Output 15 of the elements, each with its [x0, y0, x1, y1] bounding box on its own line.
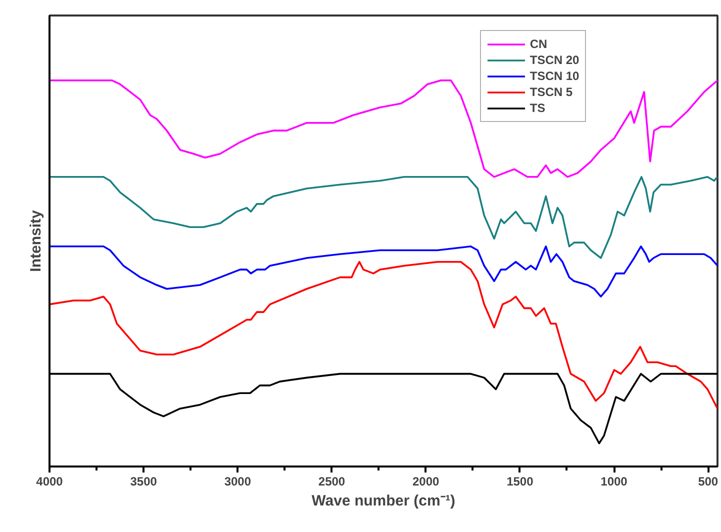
x-tick-label: 1500: [506, 474, 534, 488]
x-tick-label: 500: [698, 474, 718, 488]
legend-label: TS: [530, 101, 546, 115]
x-tick-label: 3000: [224, 474, 252, 488]
legend-label: CN: [530, 37, 548, 51]
x-tick-label: 4000: [36, 474, 64, 488]
x-tick-label: 1000: [600, 474, 628, 488]
x-tick-label: 2500: [318, 474, 346, 488]
x-tick-label: 2000: [412, 474, 440, 488]
y-axis-title: Intensity: [28, 210, 44, 272]
legend-label: TSCN 5: [530, 85, 573, 99]
legend-label: TSCN 10: [530, 69, 580, 83]
x-tick-label: 3500: [130, 474, 158, 488]
legend-label: TSCN 20: [530, 53, 580, 67]
x-axis-title: Wave number (cm⁻¹): [312, 492, 456, 510]
